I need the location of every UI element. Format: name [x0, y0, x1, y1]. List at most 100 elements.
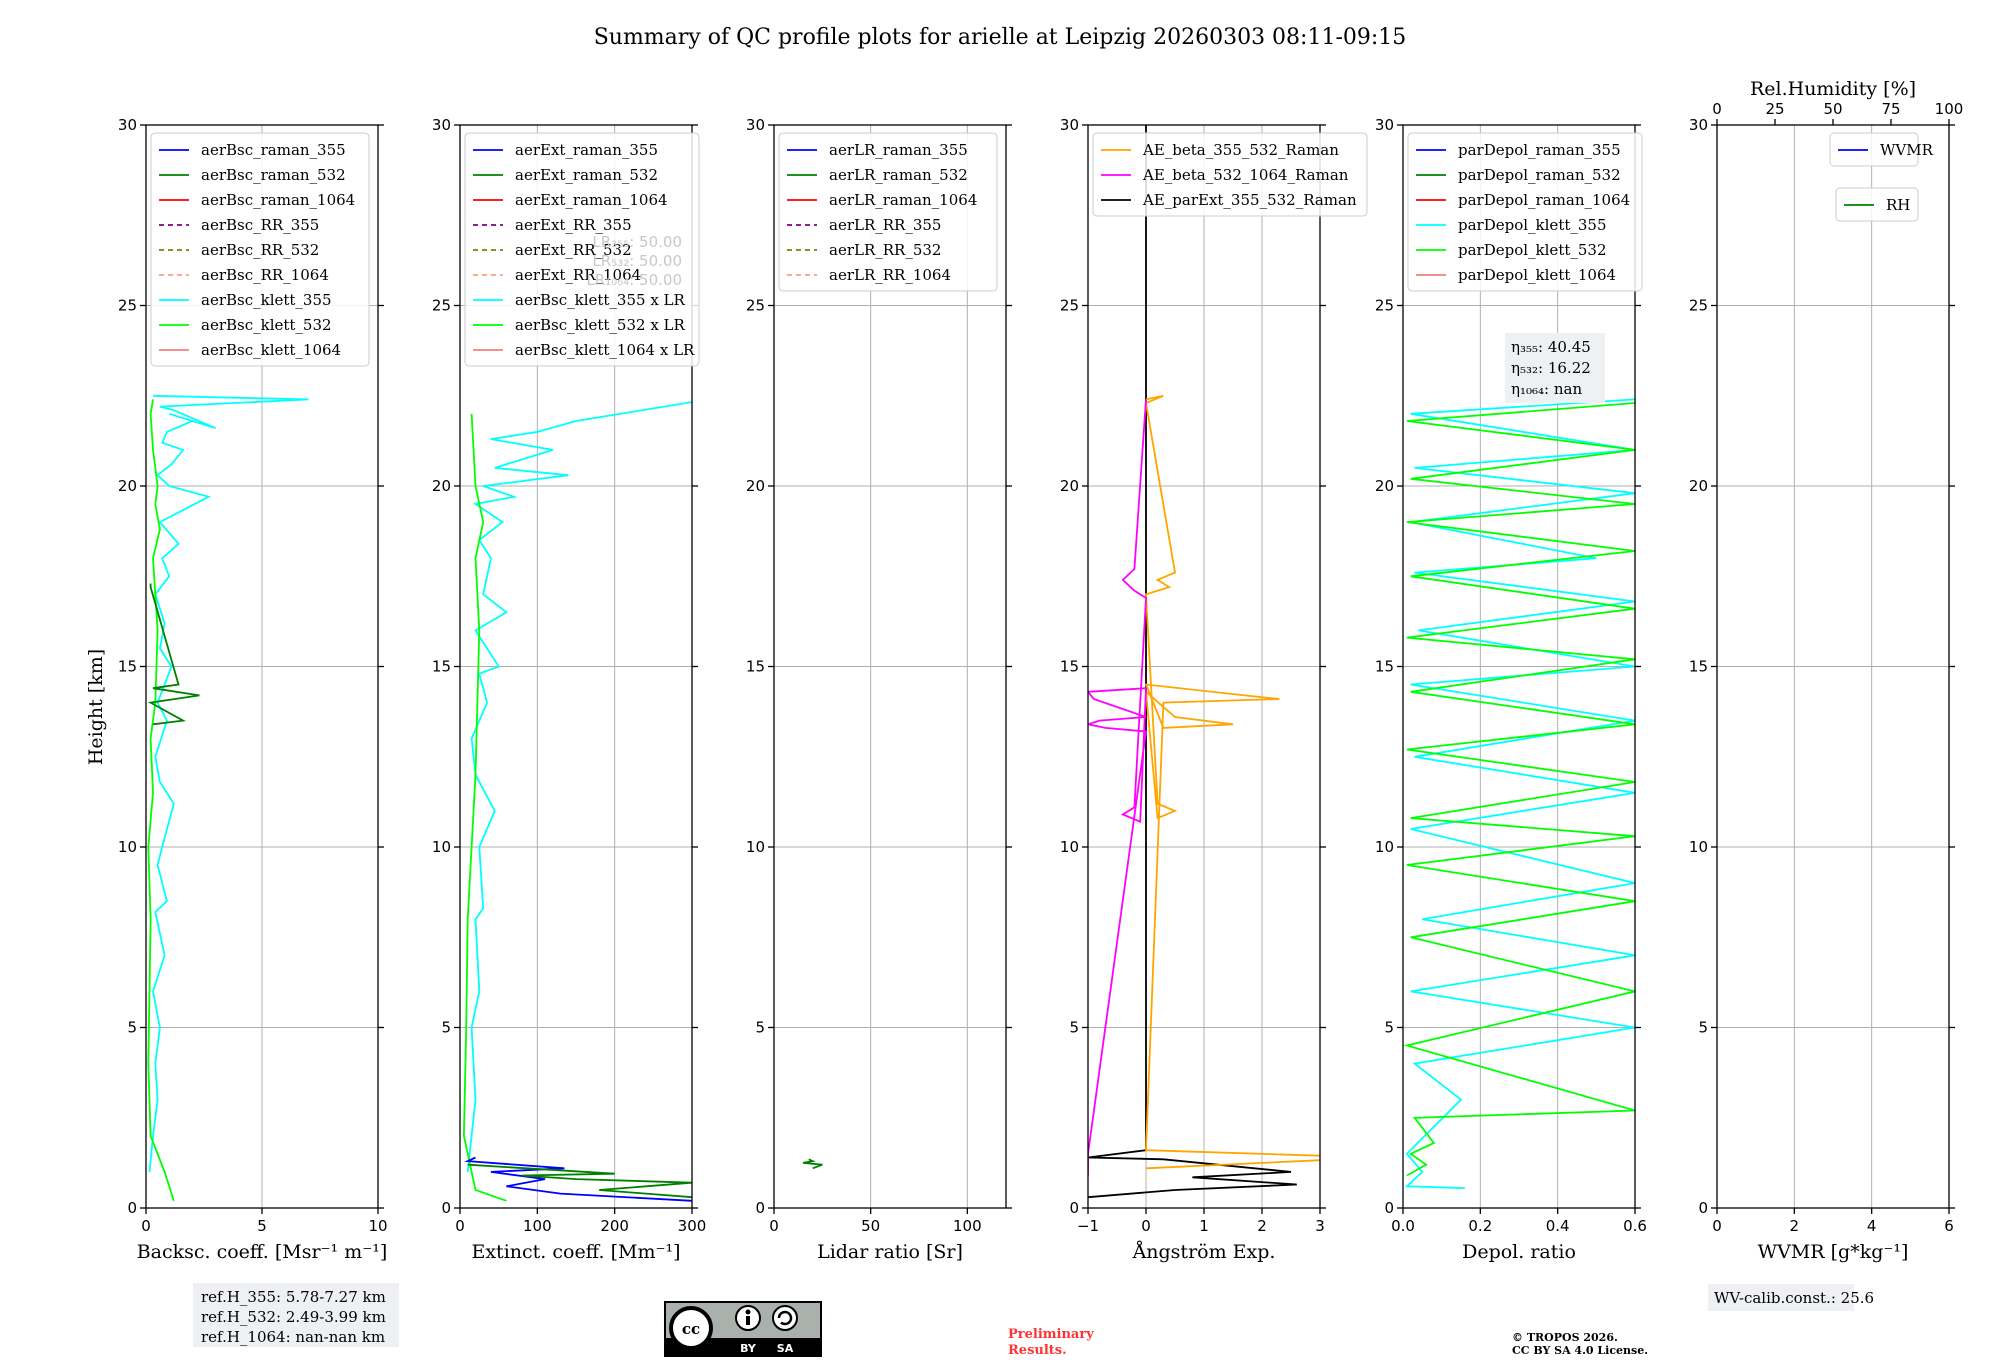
- y-tick-label: 30: [118, 116, 137, 134]
- lr-label: LR₁₀₆₄: 50.00: [586, 271, 682, 289]
- x-tick-label: 6: [1944, 1217, 1954, 1235]
- legend-entry: aerLR_raman_532: [829, 166, 968, 184]
- legend-entry: aerBsc_klett_1064: [201, 341, 341, 359]
- legend-entry: aerBsc_RR_355: [201, 216, 319, 234]
- x-tick-label: 2: [1257, 1217, 1267, 1235]
- panel-backscatter: 0 5 10 15 20 25 30 0 5 10 Backsc. coeff. [Msr⁻¹ m⁻…: [118, 116, 388, 1263]
- refh-355: ref.H_355: 5.78-7.27 km: [201, 1288, 386, 1306]
- y-tick-label: 5: [1069, 1019, 1079, 1037]
- x-tick-label: 10: [368, 1217, 387, 1235]
- legend-angstrom: AE_beta_355_532_Raman AE_beta_532_1064_Ra…: [1092, 132, 1368, 217]
- x-tick-label: 200: [600, 1217, 629, 1235]
- y-tick-label: 10: [118, 838, 137, 856]
- y-tick-label: 5: [1698, 1019, 1708, 1037]
- x-tick-label: 50: [861, 1217, 880, 1235]
- legend-box: [464, 132, 700, 367]
- y-tick-label: 20: [432, 477, 451, 495]
- legend-entry: aerExt_raman_1064: [515, 191, 668, 209]
- panel-lidar-ratio: 0 5 10 15 20 25 30 0 50 100 Lidar ratio [Sr] aerLR_…: [746, 116, 1012, 1263]
- legend-entry: aerLR_raman_355: [829, 141, 968, 159]
- by-label: BY: [740, 1342, 757, 1355]
- series-parDepol_klett_355: [1404, 398, 1635, 1189]
- series-AE_beta_532_1064_Raman: [1088, 399, 1148, 1176]
- series-aerExt_raman_532: [467, 1163, 692, 1199]
- x-tick-label: −1: [1077, 1217, 1099, 1235]
- y-tick-label: 20: [1689, 477, 1708, 495]
- legend-entry: aerExt_RR_532: [515, 241, 632, 259]
- x-axis-label-extinction: Extinct. coeff. [Mm⁻¹]: [471, 1241, 680, 1263]
- legend-extinction: aerExt_raman_355 aerExt_raman_532 aerExt_r…: [464, 132, 700, 367]
- y-tick-label: 20: [1060, 477, 1079, 495]
- legend-entry: aerBsc_klett_355 x LR: [515, 291, 686, 309]
- y-tick-label: 0: [441, 1199, 451, 1217]
- y-tick-label: 25: [1375, 297, 1394, 315]
- legend-entry: AE_beta_355_532_Raman: [1142, 141, 1339, 159]
- y-tick-label: 15: [432, 658, 451, 676]
- eta-label: η₃₅₅: 40.45: [1511, 338, 1591, 356]
- legend-entry: aerBsc_raman_532: [201, 166, 346, 184]
- x-tick-label: 4: [1867, 1217, 1877, 1235]
- legend-lidar-ratio: aerLR_raman_355 aerLR_raman_532 aerLR_rama…: [778, 132, 998, 292]
- top-x-tick-label: 0: [1712, 100, 1722, 118]
- y-tick-label: 15: [1689, 658, 1708, 676]
- x-tick-label: 300: [678, 1217, 707, 1235]
- x-tick-label: 100: [523, 1217, 552, 1235]
- x-axis-label-lidar-ratio: Lidar ratio [Sr]: [817, 1241, 963, 1263]
- legend-entry: parDepol_klett_355: [1458, 216, 1607, 234]
- sa-label: SA: [777, 1342, 794, 1355]
- refh-532: ref.H_532: 2.49-3.99 km: [201, 1308, 386, 1326]
- person-icon: [745, 1309, 751, 1315]
- copyright-line-2: CC BY SA 4.0 License.: [1512, 1344, 1648, 1357]
- top-x-tick-label: 50: [1823, 100, 1842, 118]
- x-tick-label: 0.2: [1468, 1217, 1492, 1235]
- x-tick-label: 2: [1790, 1217, 1800, 1235]
- x-tick-label: 0: [769, 1217, 779, 1235]
- legend-entry: parDepol_raman_355: [1458, 141, 1621, 159]
- x-tick-label: 0: [455, 1217, 465, 1235]
- y-tick-label: 25: [432, 297, 451, 315]
- y-tick-label: 25: [1689, 297, 1708, 315]
- y-axis-label: Height [km]: [85, 649, 107, 765]
- cc-license-badge[interactable]: cc BY SA: [664, 1301, 822, 1357]
- x-tick-label: 5: [257, 1217, 267, 1235]
- panel-depolarization: 0 5 10 15 20 25 30 0.0 0.2 0.4 0.6 Depol. ratio parD…: [1375, 116, 1647, 1263]
- legend-entry: aerBsc_RR_532: [201, 241, 319, 259]
- y-tick-label: 30: [1060, 116, 1079, 134]
- x-tick-label: 0: [1712, 1217, 1722, 1235]
- legend-entry: aerLR_RR_355: [829, 216, 941, 234]
- legend-entry: aerBsc_raman_355: [201, 141, 346, 159]
- x-tick-label: 0: [141, 1217, 151, 1235]
- legend-entry: aerExt_RR_1064: [515, 266, 641, 284]
- y-tick-label: 10: [432, 838, 451, 856]
- y-tick-label: 0: [1069, 1199, 1079, 1217]
- legend-entry: aerBsc_klett_532 x LR: [515, 316, 686, 334]
- y-tick-label: 15: [118, 658, 137, 676]
- y-tick-label: 0: [1698, 1199, 1708, 1217]
- top-x-axis-label: Rel.Humidity [%]: [1750, 78, 1916, 100]
- legend-box: [150, 132, 370, 367]
- x-tick-label: 0.6: [1623, 1217, 1647, 1235]
- x-axis-label-backscatter: Backsc. coeff. [Msr⁻¹ m⁻¹]: [137, 1241, 388, 1263]
- legend-entry: parDepol_raman_1064: [1458, 191, 1630, 209]
- wv-calib-box: WV-calib.const.: 25.6: [1708, 1284, 1874, 1311]
- y-tick-label: 10: [1689, 838, 1708, 856]
- legend-entry: aerExt_raman_355: [515, 141, 658, 159]
- legend-entry: aerBsc_raman_1064: [201, 191, 355, 209]
- eta-box: [1505, 333, 1605, 403]
- y-tick-label: 0: [127, 1199, 137, 1217]
- y-tick-label: 20: [118, 477, 137, 495]
- x-tick-label: 100: [953, 1217, 982, 1235]
- legend-entry: parDepol_klett_1064: [1458, 266, 1616, 284]
- figure-title: Summary of QC profile plots for arielle …: [594, 25, 1407, 50]
- y-tick-label: 15: [746, 658, 765, 676]
- x-axis-label-angstrom: Ångström Exp.: [1132, 1241, 1276, 1263]
- legend-box: [1407, 132, 1643, 292]
- legend-entry: aerBsc_klett_355: [201, 291, 332, 309]
- y-tick-label: 20: [1375, 477, 1394, 495]
- wv-calib-text: WV-calib.const.: 25.6: [1714, 1289, 1874, 1307]
- y-tick-label: 30: [1375, 116, 1394, 134]
- legend-entry: parDepol_raman_532: [1458, 166, 1621, 184]
